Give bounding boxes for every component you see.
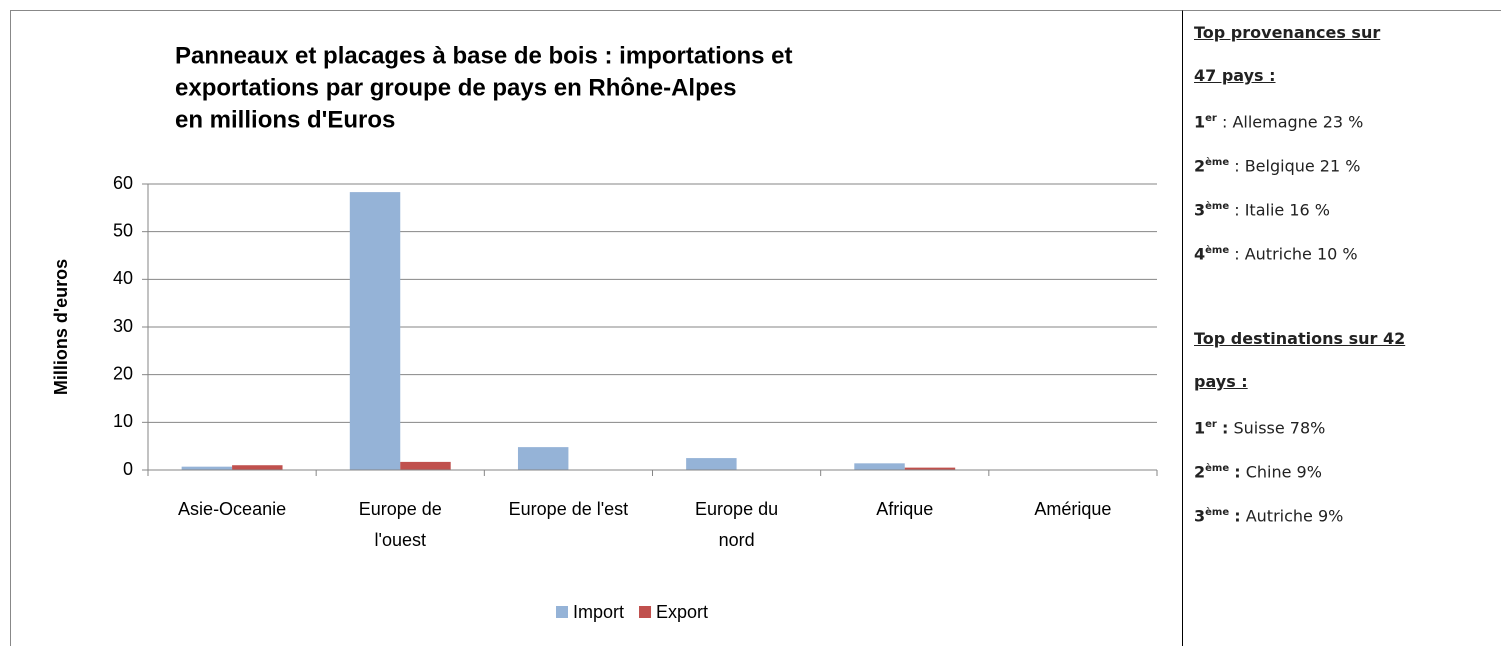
rank-suffix: ème xyxy=(1205,245,1230,256)
rank-item: 3ème : Autriche 9% xyxy=(1194,491,1501,535)
x-tick-label: Europe de l'ouest xyxy=(359,499,442,550)
separator: : xyxy=(1221,112,1228,132)
bar xyxy=(400,461,451,470)
item-text: Suisse 78% xyxy=(1233,418,1326,438)
rank-item: 2ème : Belgique 21 % xyxy=(1194,141,1501,185)
y-axis-label: Millions d'euros xyxy=(51,259,71,395)
rank-suffix: ème xyxy=(1205,157,1230,168)
separator: : xyxy=(1234,462,1241,482)
section-heading: Top destinations sur 42 xyxy=(1194,329,1406,348)
x-tick-label: Amérique xyxy=(1034,499,1111,519)
rank: 2 xyxy=(1194,462,1206,482)
y-tick-label: 40 xyxy=(113,268,133,288)
rank-item: 4ème : Autriche 10 % xyxy=(1194,229,1501,273)
panel-section: Top destinations sur 42 pays : 1er : Suiss… xyxy=(1194,317,1501,535)
y-tick-label: 0 xyxy=(123,459,133,479)
side-panel: Top provenances sur 47 pays :1er : Allema… xyxy=(1182,10,1501,646)
separator: : xyxy=(1234,506,1241,526)
x-tick-label: Afrique xyxy=(876,499,933,519)
rank-suffix: ème xyxy=(1205,201,1230,212)
bar xyxy=(517,447,569,470)
item-text: Italie 16 % xyxy=(1244,200,1330,220)
rank: 1 xyxy=(1194,112,1206,132)
legend-swatch xyxy=(639,606,652,618)
rank-item: 1er : Suisse 78% xyxy=(1194,403,1501,447)
legend-label: Import xyxy=(573,602,624,622)
rank-suffix: er xyxy=(1205,113,1217,124)
rank: 2 xyxy=(1194,156,1206,176)
bar xyxy=(854,463,905,470)
bar xyxy=(686,458,737,470)
item-text: Allemagne 23 % xyxy=(1232,112,1364,132)
legend-swatch xyxy=(556,606,568,618)
y-tick-label: 60 xyxy=(113,173,133,193)
bar xyxy=(349,192,401,470)
item-text: Chine 9% xyxy=(1245,462,1322,482)
chart-frame xyxy=(10,10,1182,646)
rank: 1 xyxy=(1194,418,1206,438)
rank-suffix: er xyxy=(1205,419,1217,430)
chart: Panneaux et placages à base de bois : im… xyxy=(10,10,1182,646)
y-tick-label: 20 xyxy=(113,363,133,383)
separator: : xyxy=(1221,418,1229,438)
separator: : xyxy=(1234,200,1240,220)
bar xyxy=(232,465,283,470)
chart-title: en millions d'Euros xyxy=(175,106,395,133)
item-text: Autriche 10 % xyxy=(1244,244,1358,264)
y-tick-label: 10 xyxy=(113,411,133,431)
chart-title: Panneaux et placages à base de bois : im… xyxy=(175,42,793,69)
rank: 3 xyxy=(1194,200,1206,220)
bar xyxy=(181,466,233,470)
x-tick-label: Asie-Oceanie xyxy=(178,499,286,519)
chart-title: exportations par groupe de pays en Rhône… xyxy=(175,74,736,101)
rank-suffix: ème xyxy=(1205,463,1230,474)
legend-label: Export xyxy=(656,602,708,622)
y-tick-label: 50 xyxy=(113,220,133,240)
rank-suffix: ème xyxy=(1205,507,1230,518)
section-heading: 47 pays : xyxy=(1194,66,1276,85)
x-tick-label: Europe de l'est xyxy=(509,499,629,519)
item-text: Belgique 21 % xyxy=(1244,156,1361,176)
section-heading: Top provenances sur xyxy=(1194,23,1381,42)
panel-section: Top provenances sur 47 pays : 1er : Allema… xyxy=(1194,11,1501,273)
separator: : xyxy=(1234,156,1240,176)
item-text: Autriche 9% xyxy=(1245,506,1344,526)
x-tick-label: Europe du nord xyxy=(695,499,778,550)
rank-item: 2ème : Chine 9% xyxy=(1194,447,1501,491)
rank-item: 1er : Allemagne 23 % xyxy=(1194,97,1501,141)
y-tick-label: 30 xyxy=(113,316,133,336)
rank: 4 xyxy=(1194,244,1206,264)
section-heading: pays : xyxy=(1194,372,1248,391)
bar xyxy=(904,467,956,470)
rank-item: 3ème : Italie 16 % xyxy=(1194,185,1501,229)
rank: 3 xyxy=(1194,506,1206,526)
separator: : xyxy=(1234,244,1240,264)
